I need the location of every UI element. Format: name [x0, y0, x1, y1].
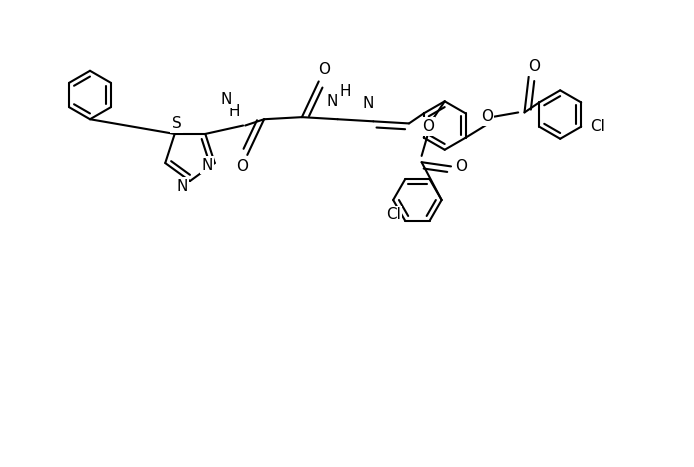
Text: N: N — [201, 157, 212, 172]
Text: S: S — [172, 116, 182, 131]
Text: O: O — [455, 159, 467, 174]
Text: O: O — [318, 62, 330, 77]
Text: O: O — [527, 59, 540, 74]
Text: Cl: Cl — [590, 119, 604, 134]
Text: O: O — [236, 159, 248, 175]
Text: O: O — [422, 119, 434, 134]
Text: N: N — [221, 92, 232, 107]
Text: N: N — [327, 94, 338, 109]
Text: N: N — [363, 96, 374, 111]
Text: H: H — [340, 84, 351, 99]
Text: H: H — [228, 104, 240, 119]
Text: Cl: Cl — [386, 207, 400, 222]
Text: N: N — [176, 178, 187, 193]
Text: O: O — [481, 109, 493, 124]
